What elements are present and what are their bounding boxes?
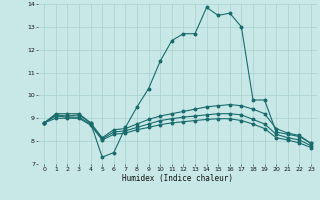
X-axis label: Humidex (Indice chaleur): Humidex (Indice chaleur) <box>122 174 233 183</box>
